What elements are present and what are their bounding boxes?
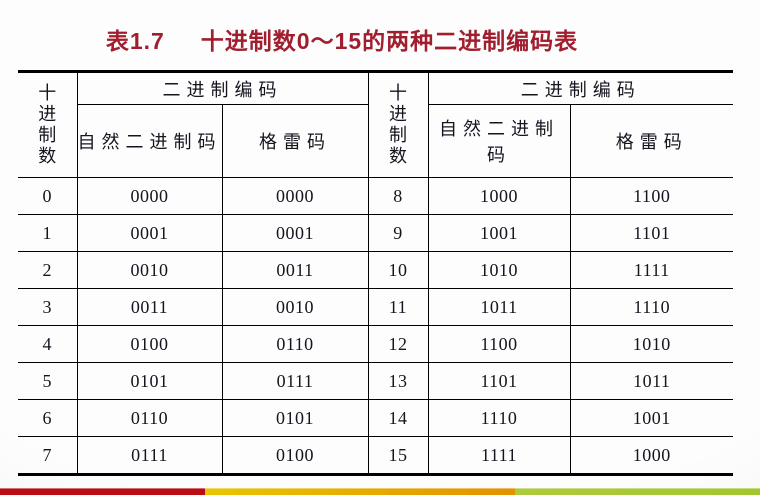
gray-code-cell: 0011	[221, 251, 369, 289]
natural-binary-cell: 0111	[76, 436, 223, 475]
gray-code-cell: 0001	[221, 214, 369, 252]
header-gray-code-left: 格雷码	[221, 104, 369, 178]
gray-code-cell: 0010	[221, 288, 369, 326]
decimal-cell: 4	[18, 325, 78, 363]
decimal-cell: 14	[367, 399, 429, 437]
table-number-label: 表1.7	[105, 28, 165, 54]
decimal-cell: 7	[18, 436, 78, 475]
gray-code-cell: 1011	[569, 362, 733, 400]
header-natural-binary-left: 自然二进制码	[76, 104, 223, 178]
decimal-cell: 13	[367, 362, 429, 400]
gray-code-cell: 0101	[221, 399, 369, 437]
natural-binary-cell: 0110	[76, 399, 223, 437]
gray-code-cell: 1110	[569, 288, 733, 326]
natural-binary-cell: 0100	[76, 325, 223, 363]
natural-binary-cell: 0010	[76, 251, 223, 289]
header-binary-group-left: 二进制编码	[76, 71, 369, 105]
gray-code-cell: 1010	[569, 325, 733, 363]
page-title: 表1.7 十进制数0～15的两种二进制编码表	[0, 22, 722, 56]
table-row: 6 0110 0101 14 1110 1001	[18, 399, 733, 437]
natural-binary-cell: 0101	[76, 362, 223, 400]
table-title-text: 十进制数0～15的两种二进制编码表	[200, 28, 579, 54]
decimal-cell: 15	[367, 436, 429, 475]
decimal-cell: 5	[18, 362, 78, 400]
natural-binary-cell: 1110	[427, 399, 571, 437]
decimal-cell: 0	[18, 177, 78, 215]
gray-code-cell: 1111	[569, 251, 733, 289]
gray-code-cell: 0000	[221, 177, 369, 215]
gray-code-cell: 1001	[569, 399, 733, 437]
table-row: 0 0000 0000 8 1000 1100	[18, 177, 733, 215]
natural-binary-cell: 0011	[76, 288, 223, 326]
gray-code-cell: 0100	[221, 436, 369, 475]
table-row: 4 0100 0110 12 1100 1010	[18, 325, 733, 363]
gray-code-cell: 0110	[221, 325, 369, 363]
gray-code-cell: 0111	[221, 362, 369, 400]
table-row: 3 0011 0010 11 1011 1110	[18, 288, 733, 326]
natural-binary-cell: 1111	[427, 436, 571, 475]
header-natural-binary-right: 自然二进制码	[427, 104, 571, 178]
table-row: 7 0111 0100 15 1111 1000	[18, 436, 733, 475]
accent-bar-red-segment	[0, 488, 205, 495]
header-decimal-left: 十 进 制 数	[18, 71, 78, 178]
decimal-cell: 9	[367, 214, 429, 252]
natural-binary-cell: 1010	[427, 251, 571, 289]
gray-code-cell: 1101	[569, 214, 733, 252]
gray-code-cell: 1100	[569, 177, 733, 215]
gray-code-cell: 1000	[569, 436, 733, 475]
header-gray-code-right: 格雷码	[569, 104, 733, 178]
slide-accent-bar	[0, 488, 760, 495]
decimal-cell: 11	[367, 288, 429, 326]
header-decimal-right: 十 进 制 数	[367, 71, 429, 178]
table-row: 2 0010 0011 10 1010 1111	[18, 251, 733, 289]
decimal-cell: 6	[18, 399, 78, 437]
table-row: 1 0001 0001 9 1001 1101	[18, 214, 733, 252]
decimal-cell: 2	[18, 251, 78, 289]
decimal-cell: 1	[18, 214, 78, 252]
decimal-cell: 12	[367, 325, 429, 363]
natural-binary-cell: 0001	[76, 214, 223, 252]
natural-binary-cell: 1000	[427, 177, 571, 215]
table-row: 5 0101 0111 13 1101 1011	[18, 362, 733, 400]
accent-bar-orange-segment	[205, 488, 515, 495]
decimal-cell: 10	[367, 251, 429, 289]
natural-binary-cell: 1011	[427, 288, 571, 326]
binary-gray-code-table: 十 进 制 数 二进制编码 十 进 制 数 二进制编码 自然二进制码 格雷码 自…	[18, 70, 733, 476]
header-binary-group-right: 二进制编码	[427, 71, 733, 105]
decimal-cell: 3	[18, 288, 78, 326]
natural-binary-cell: 1101	[427, 362, 571, 400]
accent-bar-green-segment	[515, 488, 760, 495]
natural-binary-cell: 0000	[76, 177, 223, 215]
natural-binary-cell: 1100	[427, 325, 571, 363]
decimal-cell: 8	[367, 177, 429, 215]
natural-binary-cell: 1001	[427, 214, 571, 252]
